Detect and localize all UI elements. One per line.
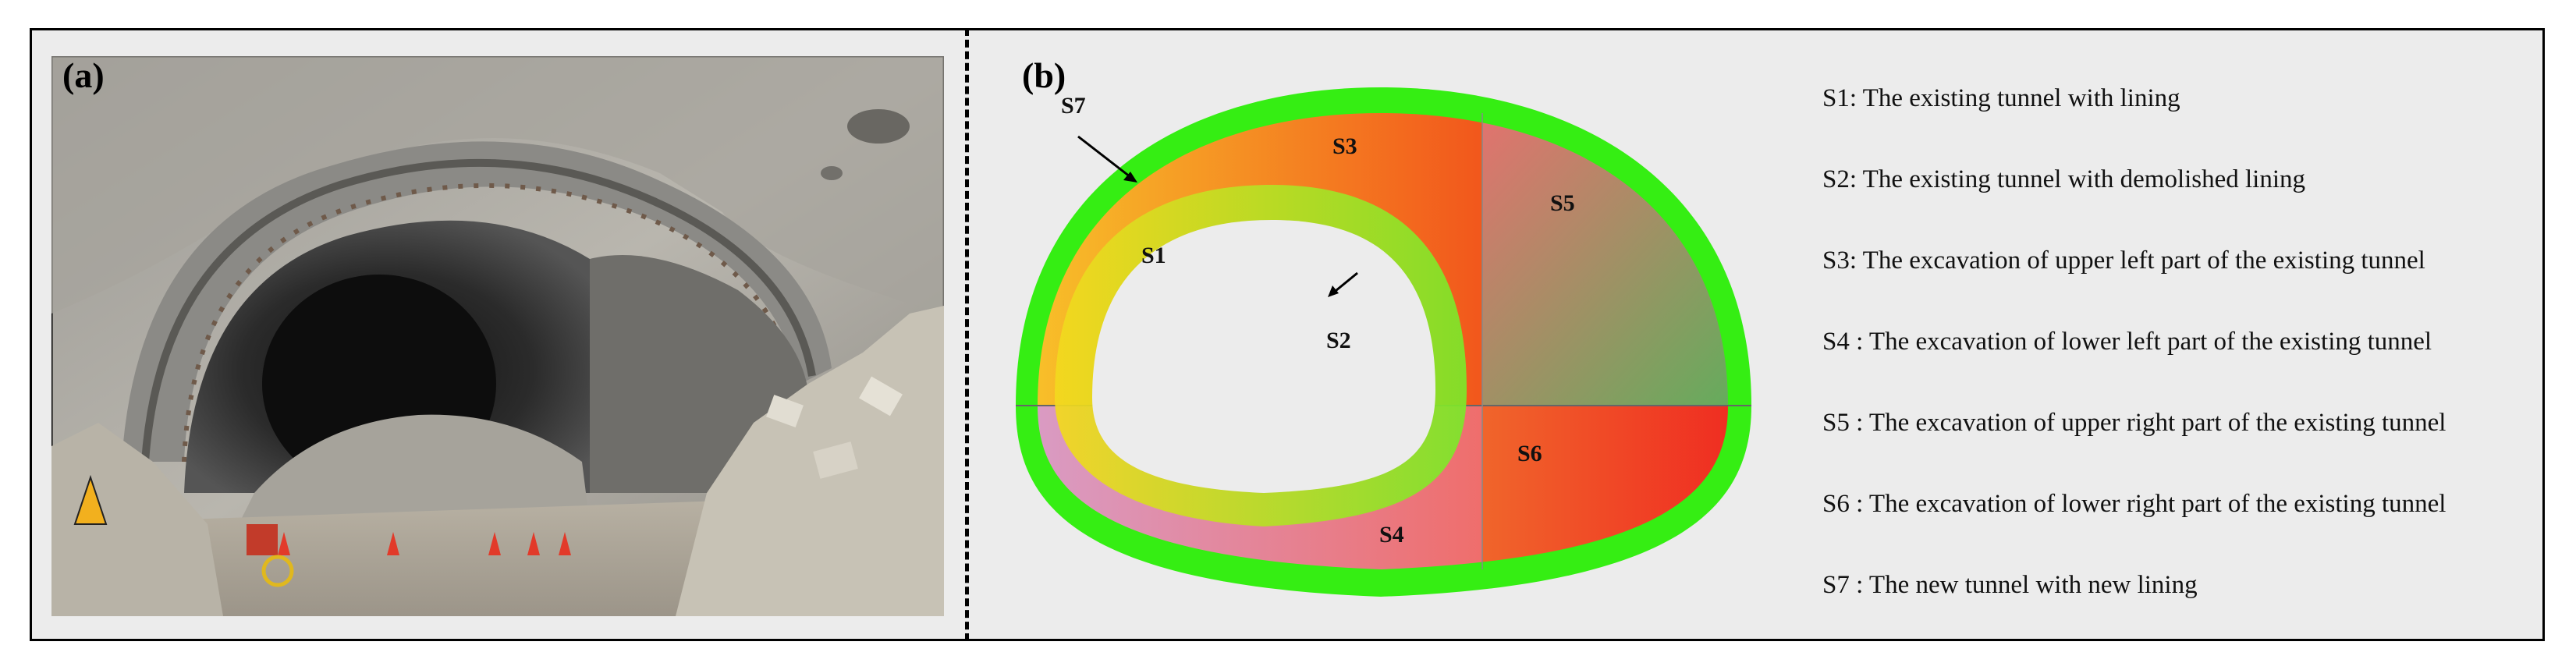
panel-divider <box>965 28 969 641</box>
legend-item-s4: S4 : The excavation of lower left part o… <box>1822 328 2432 356</box>
legend-item-s6: S6 : The excavation of lower right part … <box>1822 490 2446 518</box>
legend-item-s1: S1: The existing tunnel with lining <box>1822 84 2180 112</box>
label-s2: S2 <box>1326 328 1351 353</box>
label-s4: S4 <box>1379 522 1404 548</box>
panel-a-label: (a) <box>62 55 105 95</box>
legend-item-s2: S2: The existing tunnel with demolished … <box>1822 165 2306 193</box>
label-s3: S3 <box>1332 133 1357 159</box>
s2-demolished-interior <box>1092 220 1435 493</box>
label-s5: S5 <box>1550 190 1575 216</box>
legend-item-s3: S3: The excavation of upper left part of… <box>1822 246 2425 275</box>
s7-arrow <box>1077 135 1134 181</box>
panel-b-label: (b) <box>1022 55 1066 95</box>
label-s1: S1 <box>1141 243 1166 268</box>
legend-item-s5: S5 : The excavation of upper right part … <box>1822 409 2446 437</box>
tunnel-photo <box>51 56 944 616</box>
tunnel-cross-section: S7 S3 S5 S1 S2 S6 S4 <box>1016 87 1751 597</box>
label-s6: S6 <box>1517 441 1542 466</box>
label-s7: S7 <box>1061 93 1086 119</box>
legend-item-s7: S7 : The new tunnel with new lining <box>1822 571 2198 599</box>
